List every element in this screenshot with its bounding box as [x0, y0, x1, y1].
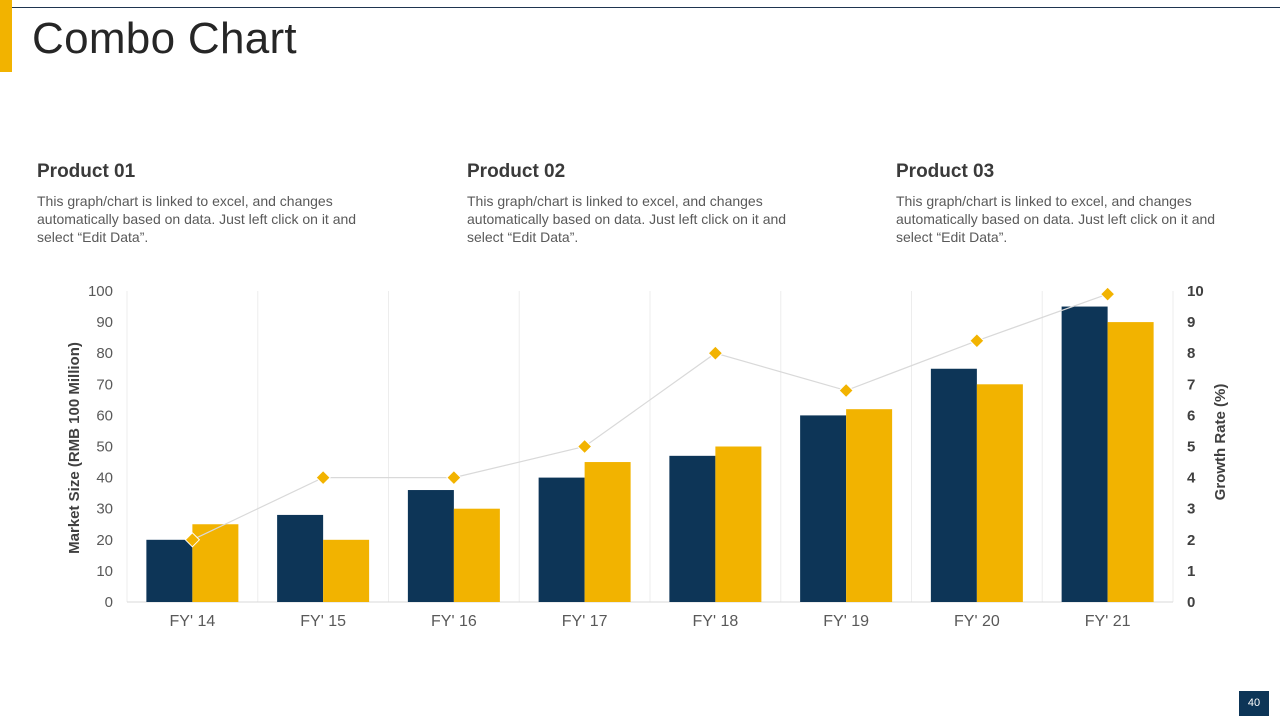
- y2-tick-label: 4: [1187, 470, 1196, 487]
- y2-tick-label: 2: [1187, 532, 1195, 549]
- page-number: 40: [1239, 691, 1269, 716]
- y-tick-label: 0: [105, 594, 113, 611]
- product-name: Product 01: [37, 161, 136, 182]
- y2-tick-label: 6: [1187, 407, 1195, 424]
- x-tick-label: FY' 18: [693, 613, 739, 630]
- product-block-3: Product 03 This graph/chart is linked to…: [896, 161, 1246, 246]
- x-tick-label: FY' 21: [1085, 613, 1131, 630]
- y2-tick-label: 3: [1187, 501, 1195, 518]
- bar-series-1: [407, 490, 454, 602]
- y-tick-label: 50: [96, 439, 113, 456]
- growth-rate-marker: [707, 345, 724, 361]
- growth-rate-marker: [446, 469, 462, 486]
- growth-rate-marker: [969, 333, 985, 349]
- x-tick-label: FY' 20: [954, 613, 1000, 630]
- product-name: Product 03: [896, 161, 995, 182]
- product-description: This graph/chart is linked to excel, and…: [467, 193, 787, 245]
- bar-series-2: [323, 539, 370, 602]
- y-axis-title: Market Size (RMB 100 Million): [66, 342, 83, 554]
- y-tick-label: 90: [96, 314, 113, 331]
- bar-series-2: [584, 462, 631, 602]
- y-tick-label: 60: [96, 407, 113, 424]
- growth-rate-marker: [1099, 286, 1116, 302]
- y2-tick-label: 1: [1187, 563, 1195, 580]
- product-block-1: Product 01 This graph/chart is linked to…: [37, 161, 387, 246]
- x-tick-label: FY' 19: [823, 613, 869, 630]
- y-tick-label: 10: [96, 563, 113, 580]
- bar-series-2: [976, 384, 1023, 602]
- y2-tick-label: 0: [1187, 594, 1195, 611]
- y2-tick-label: 9: [1187, 314, 1195, 331]
- x-tick-label: FY' 15: [300, 613, 346, 630]
- bar-series-1: [277, 514, 324, 602]
- bar-series-2: [1107, 322, 1154, 602]
- bar-series-2: [715, 446, 762, 602]
- y2-axis-title: Growth Rate (%): [1212, 384, 1229, 501]
- slide-title: Combo Chart: [32, 14, 297, 63]
- product-block-2: Product 02 This graph/chart is linked to…: [467, 161, 817, 246]
- bar-series-1: [930, 368, 977, 602]
- y2-tick-label: 7: [1187, 376, 1195, 393]
- top-rule: [12, 7, 1280, 8]
- product-name: Product 02: [467, 161, 566, 182]
- growth-rate-marker: [838, 382, 854, 399]
- bar-series-2: [192, 524, 239, 602]
- x-tick-label: FY' 17: [562, 613, 608, 630]
- growth-rate-line: [192, 293, 1108, 541]
- growth-rate-marker: [315, 469, 331, 486]
- growth-rate-marker: [184, 532, 201, 548]
- y-tick-label: 70: [96, 376, 113, 393]
- product-description: This graph/chart is linked to excel, and…: [37, 193, 357, 245]
- bar-series-1: [146, 539, 193, 602]
- bar-series-2: [453, 508, 500, 602]
- bar-series-1: [1061, 306, 1108, 602]
- bar-series-1: [538, 477, 585, 602]
- y2-tick-label: 10: [1187, 283, 1204, 300]
- bar-series-1: [669, 455, 716, 602]
- y-tick-label: 100: [88, 283, 113, 300]
- x-tick-label: FY' 16: [431, 613, 477, 630]
- y2-tick-label: 8: [1187, 345, 1195, 362]
- title-accent-bar: [0, 0, 12, 72]
- bar-series-2: [846, 409, 893, 602]
- y-tick-label: 80: [96, 345, 113, 362]
- x-tick-label: FY' 14: [170, 613, 216, 630]
- product-description: This graph/chart is linked to excel, and…: [896, 193, 1216, 245]
- bar-series-1: [800, 415, 847, 602]
- growth-rate-marker: [576, 438, 593, 455]
- y-tick-label: 20: [96, 532, 113, 549]
- y2-tick-label: 5: [1187, 439, 1195, 456]
- combo-chart[interactable]: 0 10 20 30 40 50 60 70 80 90 100 0 1 2 3 4 5 6 7 8 9 10 Market…: [0, 270, 1280, 650]
- y-tick-label: 30: [96, 501, 113, 518]
- y-tick-label: 40: [96, 470, 113, 487]
